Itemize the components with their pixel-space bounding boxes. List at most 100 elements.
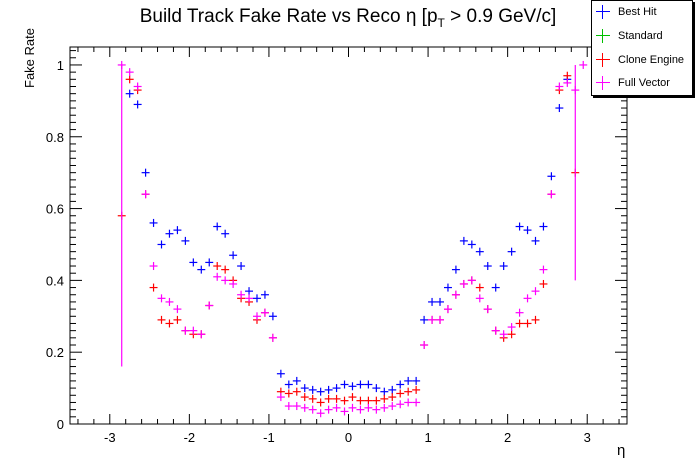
y-tick-label: 0.4 [46, 273, 64, 288]
data-point-full-vector [245, 294, 254, 303]
data-point-best-hit [340, 380, 349, 389]
y-tick-label: 0.2 [46, 345, 64, 360]
legend-marker-icon [596, 53, 610, 67]
data-point-clone-engine [523, 319, 532, 328]
data-point-best-hit [165, 229, 174, 238]
data-point-best-hit [380, 387, 389, 396]
data-point-clone-engine [412, 385, 421, 394]
data-point-full-vector [356, 405, 365, 414]
data-point-clone-engine [125, 75, 134, 84]
data-point-best-hit [308, 385, 317, 394]
data-point-full-vector [507, 323, 516, 332]
data-point-best-hit [539, 222, 548, 231]
data-point-best-hit [555, 104, 564, 113]
data-point-best-hit [245, 287, 254, 296]
data-point-clone-engine [221, 265, 230, 274]
data-point-best-hit [507, 247, 516, 256]
data-point-best-hit [213, 222, 222, 231]
x-tick-label: 1 [424, 430, 431, 445]
data-point-best-hit [205, 258, 214, 267]
y-tick-label: 0.8 [46, 130, 64, 145]
data-point-full-vector [284, 402, 293, 411]
data-point-clone-engine [404, 387, 413, 396]
data-point-clone-engine [165, 319, 174, 328]
data-point-full-vector [372, 405, 381, 414]
data-point-clone-engine [372, 396, 381, 405]
data-point-clone-engine [348, 393, 357, 402]
x-tick-label: -3 [104, 430, 116, 445]
data-point-full-vector [380, 403, 389, 412]
data-point-full-vector [181, 326, 190, 335]
data-point-clone-engine [173, 315, 182, 324]
data-point-full-vector [539, 265, 548, 274]
data-point-full-vector [404, 398, 413, 407]
data-point-full-vector [205, 301, 214, 310]
data-point-full-vector [364, 403, 373, 412]
legend-entry-clone-engine: Clone Engine [592, 51, 692, 73]
legend-label: Best Hit [618, 6, 657, 18]
data-point-best-hit [133, 100, 142, 109]
data-point-full-vector [141, 190, 150, 199]
data-point-best-hit [292, 376, 301, 385]
data-point-full-vector [396, 400, 405, 409]
data-point-clone-engine [507, 330, 516, 339]
chart-title: Build Track Fake Rate vs Reco η [pT > 0.… [139, 6, 557, 30]
data-point-best-hit [276, 369, 285, 378]
legend-label: Clone Engine [618, 54, 685, 66]
data-point-best-hit [475, 247, 484, 256]
data-point-clone-engine [332, 394, 341, 403]
data-point-clone-engine [396, 389, 405, 398]
data-point-clone-engine [563, 71, 572, 80]
data-point-best-hit [372, 384, 381, 393]
data-point-full-vector [237, 290, 246, 299]
y-axis-label: Fake Rate [22, 28, 37, 88]
x-tick-label: 3 [584, 430, 591, 445]
data-point-full-vector [459, 279, 468, 288]
data-point-best-hit [268, 312, 277, 321]
data-point-best-hit [531, 236, 540, 245]
data-point-full-vector [340, 407, 349, 416]
data-point-full-vector [260, 308, 269, 317]
data-point-best-hit [356, 380, 365, 389]
data-point-best-hit [141, 168, 150, 177]
data-point-full-vector [491, 326, 500, 335]
data-point-full-vector [308, 405, 317, 414]
data-point-best-hit [300, 384, 309, 393]
legend-entry-best-hit: Best Hit [592, 3, 692, 25]
data-point-best-hit [125, 89, 134, 98]
data-point-full-vector [579, 60, 588, 69]
x-tick-label: 0 [345, 430, 352, 445]
data-point-best-hit [173, 226, 182, 235]
data-point-full-vector [324, 405, 333, 414]
data-point-full-vector [316, 409, 325, 418]
data-point-best-hit [547, 172, 556, 181]
data-point-full-vector [348, 403, 357, 412]
data-point-clone-engine [356, 396, 365, 405]
data-point-clone-engine [388, 393, 397, 402]
data-point-full-vector [125, 68, 134, 77]
data-point-best-hit [491, 283, 500, 292]
legend-marker-icon [596, 5, 610, 19]
data-point-full-vector [253, 312, 261, 321]
data-point-full-vector [451, 290, 460, 299]
data-point-full-vector [420, 341, 429, 350]
data-point-clone-engine [284, 389, 293, 398]
data-point-clone-engine [515, 319, 524, 328]
data-point-full-vector [483, 305, 492, 314]
data-point-clone-engine [316, 398, 325, 407]
data-point-full-vector [515, 308, 524, 317]
legend-label: Full Vector [618, 77, 670, 89]
data-point-best-hit [420, 315, 429, 324]
data-point-best-hit [348, 382, 357, 391]
data-point-best-hit [412, 376, 421, 385]
data-point-full-vector [133, 82, 142, 91]
data-point-clone-engine [308, 394, 317, 403]
data-point-best-hit [284, 380, 293, 389]
y-tick-label: 0 [57, 417, 64, 432]
data-point-full-vector [268, 333, 277, 342]
data-point-best-hit [483, 262, 492, 271]
data-point-best-hit [467, 240, 476, 249]
data-point-best-hit [436, 297, 444, 306]
data-point-full-vector [547, 190, 556, 199]
